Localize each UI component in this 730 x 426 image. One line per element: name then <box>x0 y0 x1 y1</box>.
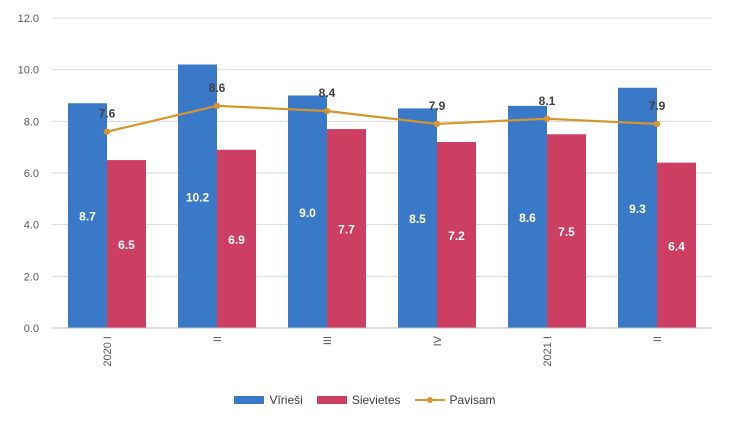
bar-data-label: 7.2 <box>448 229 465 243</box>
y-tick-label: 8.0 <box>24 116 39 128</box>
bar <box>437 142 476 328</box>
total-data-label: 7.9 <box>649 99 666 113</box>
legend-swatch-women <box>316 396 347 404</box>
y-axis: 0.0 2.0 4.0 6.0 8.0 10.0 12.0 <box>18 13 39 335</box>
legend-label-women: Sievietes <box>351 393 401 407</box>
bar-data-label: 7.5 <box>558 225 575 239</box>
total-data-label: 7.9 <box>429 99 446 113</box>
x-tick-label: IV <box>432 335 444 346</box>
total-point <box>433 120 441 128</box>
bar <box>618 87 657 328</box>
gridlines <box>52 17 712 277</box>
legend-swatch-men <box>234 396 265 404</box>
bars <box>68 64 696 329</box>
bar-data-label: 6.4 <box>668 239 685 253</box>
total-data-label: 7.6 <box>99 107 116 121</box>
bar-data-label: 7.7 <box>338 223 355 237</box>
bar <box>288 95 327 328</box>
legend-item-total: Pavisam <box>414 393 496 407</box>
y-tick-label: 6.0 <box>24 168 39 180</box>
y-tick-label: 2.0 <box>24 271 39 283</box>
y-tick-label: 10.0 <box>18 65 39 77</box>
x-tick-label: III <box>322 336 334 345</box>
bar <box>508 105 547 328</box>
total-point <box>323 107 331 115</box>
bar-data-label: 9.0 <box>299 206 316 220</box>
data-labels: 8.7 6.5 10.2 6.9 9.0 7.7 8.5 7.2 8.6 7.5 9.3 6.4 7.6… <box>79 81 685 253</box>
bar-data-label: 10.2 <box>186 190 210 204</box>
total-point <box>103 128 111 135</box>
bar <box>657 162 696 328</box>
chart: 0.0 2.0 4.0 6.0 8.0 10.0 12.0 8.7 6.5 10.2 6.9 9.0… <box>18 13 712 367</box>
legend-item-women: Sievietes <box>316 393 401 407</box>
y-tick-label: 4.0 <box>24 220 39 232</box>
legend: Vīrieši Sievietes Pavisam <box>0 390 730 410</box>
total-data-label: 8.1 <box>539 94 556 108</box>
legend-item-men: Vīrieši <box>234 393 303 407</box>
total-data-label: 8.6 <box>209 81 226 95</box>
total-point <box>213 102 221 110</box>
bar-data-label: 8.7 <box>79 210 96 224</box>
bar <box>68 103 107 328</box>
bar <box>327 129 366 328</box>
bar-data-label: 8.6 <box>519 211 536 225</box>
legend-label-total: Pavisam <box>449 393 496 407</box>
bar-data-label: 6.5 <box>118 238 135 252</box>
total-point <box>653 120 661 128</box>
bar <box>217 149 256 328</box>
total-line <box>103 102 661 135</box>
x-tick-label: II <box>212 336 224 342</box>
bar <box>107 160 146 328</box>
legend-swatch-total <box>414 395 445 405</box>
bar-data-label: 6.9 <box>228 233 245 247</box>
bar-data-label: 8.5 <box>409 212 426 226</box>
total-data-label: 8.4 <box>319 86 336 100</box>
x-tick-label: II <box>652 336 664 342</box>
y-tick-label: 0.0 <box>24 323 39 335</box>
total-point <box>543 115 551 122</box>
bar <box>398 108 437 329</box>
x-axis: 2020 I II III IV 2021 I II <box>52 327 712 367</box>
total-series-line <box>106 104 658 133</box>
legend-label-men: Vīrieši <box>269 393 303 407</box>
bar-data-label: 9.3 <box>629 202 646 216</box>
x-tick-label: 2021 I <box>542 336 554 367</box>
x-tick-label: 2020 I <box>102 336 114 367</box>
y-tick-label: 12.0 <box>18 13 39 25</box>
bar <box>547 134 586 328</box>
